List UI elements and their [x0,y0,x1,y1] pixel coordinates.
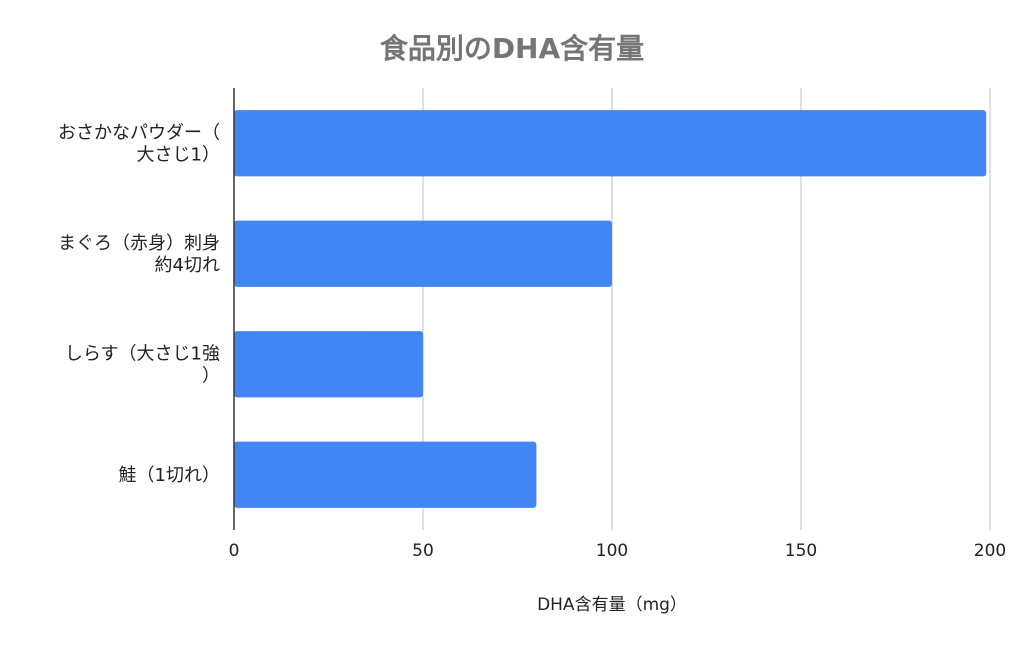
category-label-line: 大さじ1） [137,144,220,165]
category-label: しらす（大さじ1強） [65,343,220,386]
x-tick-label: 50 [412,541,434,561]
x-tick-label: 100 [596,541,628,561]
x-tick-label: 0 [229,541,240,561]
bar [234,110,987,177]
category-label-line: 鮭（1切れ） [119,465,220,486]
category-label: まぐろ（赤身）刺身約4切れ [58,233,220,276]
category-label-line: まぐろ（赤身）刺身 [58,233,220,254]
chart-title: 食品別のDHA含有量 [380,32,644,65]
category-label: おさかなパウダー（大さじ1） [58,122,220,165]
x-axis-label: DHA含有量（mg） [537,595,687,615]
category-label: 鮭（1切れ） [119,465,220,486]
category-label-line: 約4切れ [155,255,220,276]
x-tick-label: 150 [785,541,817,561]
category-label-line: ） [202,365,220,386]
category-label-line: おさかなパウダー（ [58,122,220,143]
bar [234,220,612,287]
tick-labels: 0 50 100 150 200 [229,541,1007,561]
x-tick-label: 200 [974,541,1006,561]
bar [234,331,423,398]
bars [234,110,987,508]
category-label-line: しらす（大さじ1強 [65,343,220,364]
bar [234,441,537,508]
